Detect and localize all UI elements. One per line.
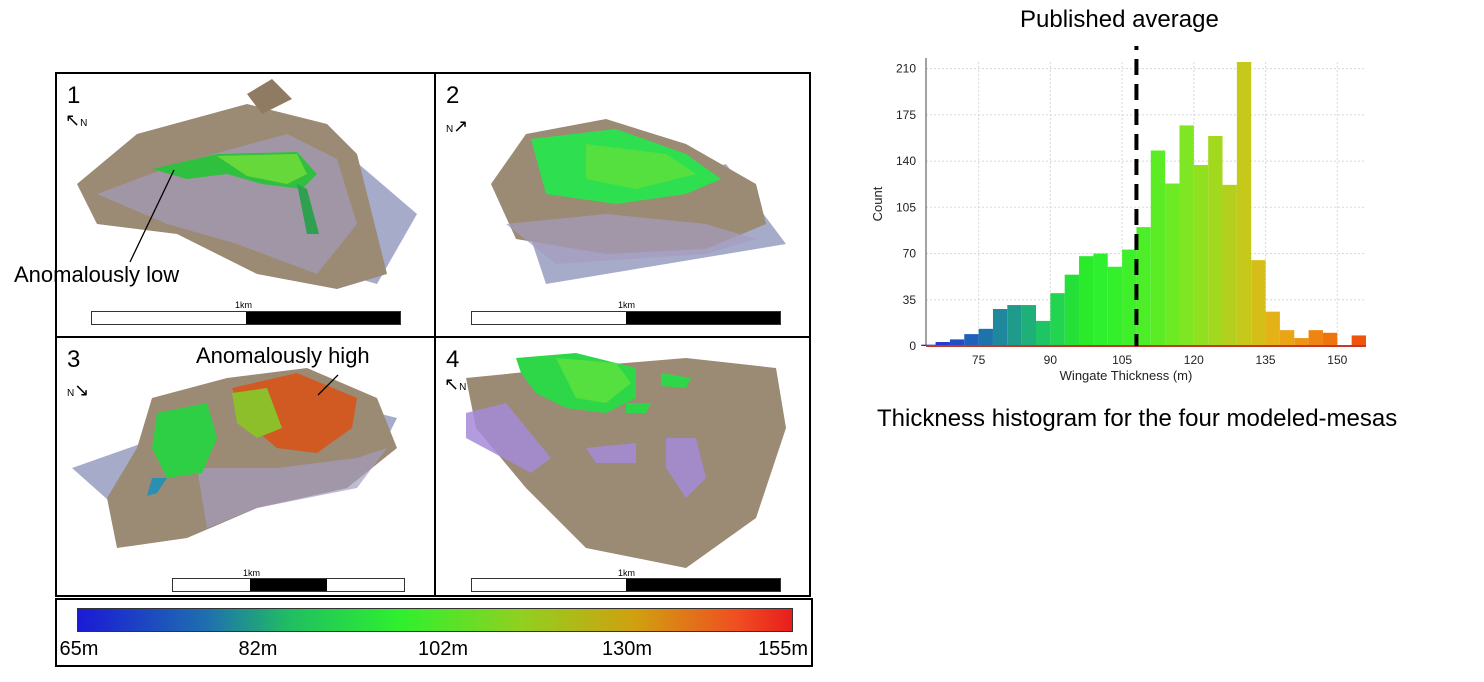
histogram-bar [1079, 256, 1094, 346]
colorbar-tick: 82m [238, 638, 278, 660]
scale-bar [471, 578, 781, 592]
mesa-3-model [72, 368, 397, 548]
scale-label: 1km [243, 568, 261, 578]
scale-label: 1km [235, 300, 253, 310]
histogram-bar [1251, 260, 1266, 346]
mesa-panel-3: 3 N↘ 1km [57, 338, 433, 599]
north-label: N [67, 388, 75, 399]
histogram-bar [1179, 125, 1194, 346]
histogram-bar [978, 328, 993, 346]
annotation-anomalously-low: Anomalously low [14, 262, 180, 287]
north-label: N [80, 118, 88, 129]
mesa-4-model [466, 353, 786, 568]
histogram-bar [1351, 335, 1366, 346]
north-arrow-icon: ↖ [65, 110, 81, 130]
y-tick-label: 105 [896, 200, 916, 214]
histogram-bar [1107, 266, 1123, 346]
north-arrow-icon: ↘ [74, 380, 90, 400]
histogram-caption: Thickness histogram for the four modeled… [877, 405, 1398, 432]
histogram-bar [1021, 305, 1036, 346]
thickness-colorbar: 65m 82m 102m 130m 155m [55, 598, 813, 667]
panel-number: 4 [446, 346, 460, 373]
panel-number: 2 [446, 82, 460, 109]
x-axis-label: Wingate Thickness (m) [1060, 368, 1193, 383]
grid-divider-vertical [434, 74, 436, 595]
colorbar-tick: 102m [417, 638, 469, 660]
x-tick-label: 120 [1184, 353, 1204, 367]
panel-number: 3 [67, 346, 81, 373]
histogram-bar [1036, 320, 1051, 346]
histogram-bar [1093, 253, 1108, 346]
colorbar-tick: 155m [757, 638, 809, 660]
leader-line-low [129, 169, 175, 263]
annotation-anomalously-high: Anomalously high [196, 343, 370, 368]
y-tick-label: 140 [896, 154, 916, 168]
north-arrow: N↘ [67, 380, 89, 401]
histogram-bar [1050, 293, 1065, 346]
scale-label: 1km [618, 300, 636, 310]
mesa-2-model [491, 119, 786, 284]
histogram-bar [1165, 183, 1180, 346]
histogram-bar [1236, 62, 1252, 346]
histogram-bar [1222, 184, 1237, 346]
scale-bar [471, 311, 781, 325]
histogram-bar [1308, 330, 1323, 346]
histogram-bar [1294, 338, 1309, 346]
x-tick-label: 105 [1112, 353, 1132, 367]
panel-number: 1 [67, 82, 81, 109]
mesa-panel-4: 4 ↖N 1km [436, 338, 812, 599]
north-arrow: ↖N [65, 110, 87, 131]
north-label: N [446, 124, 454, 135]
x-tick-label: 135 [1256, 353, 1276, 367]
x-tick-label: 150 [1327, 353, 1347, 367]
x-tick-label: 75 [972, 353, 986, 367]
y-tick-label: 0 [909, 339, 916, 353]
histogram-bar [935, 342, 950, 346]
mesa-panel-1: 1 ↖N 1km [57, 74, 433, 335]
mesa-panel-grid: 1 ↖N 1km 2 N↗ 1km 3 N↘ 1km [55, 72, 811, 597]
histogram-bar [1064, 274, 1080, 346]
published-average-label: Published average [1020, 6, 1219, 33]
y-axis-label: Count [870, 186, 885, 221]
north-label: N [459, 382, 467, 393]
histogram-bar [964, 334, 979, 346]
colorbar-gradient [77, 608, 793, 632]
y-tick-label: 35 [903, 293, 917, 307]
histogram-bar [1193, 165, 1209, 346]
leader-line-high [317, 374, 339, 396]
x-tick-label: 90 [1044, 353, 1058, 367]
north-arrow-icon: ↖ [444, 374, 460, 394]
histogram-bar [992, 309, 1008, 346]
histogram-bar [1322, 332, 1338, 346]
mesa-panel-2: 2 N↗ 1km [436, 74, 812, 335]
histogram-bar [1208, 135, 1223, 346]
histogram-bar [949, 339, 965, 346]
colorbar-tick: 130m [601, 638, 653, 660]
north-arrow-icon: ↗ [453, 116, 469, 136]
thickness-histogram: 0 35 70 105 140 175 210 75 90 105 120 135 150 Wingate… [870, 46, 1366, 383]
scale-bar [172, 578, 405, 592]
histogram-bar [1279, 330, 1295, 346]
histogram-bar [1136, 227, 1151, 346]
histogram-bar [1265, 311, 1280, 346]
histogram-bar [1007, 305, 1022, 346]
y-tick-label: 175 [896, 108, 916, 122]
histogram-bar [1122, 249, 1137, 346]
histogram-bar [1150, 150, 1166, 346]
y-tick-label: 70 [903, 247, 917, 261]
scale-label: 1km [618, 568, 636, 578]
north-arrow: ↖N [444, 374, 466, 395]
grid-divider-horizontal [57, 336, 809, 338]
mesa-1-model [77, 79, 417, 289]
y-tick-label: 210 [896, 62, 916, 76]
scale-bar [91, 311, 401, 325]
north-arrow: N↗ [446, 116, 468, 137]
colorbar-tick: 65m [59, 638, 99, 660]
